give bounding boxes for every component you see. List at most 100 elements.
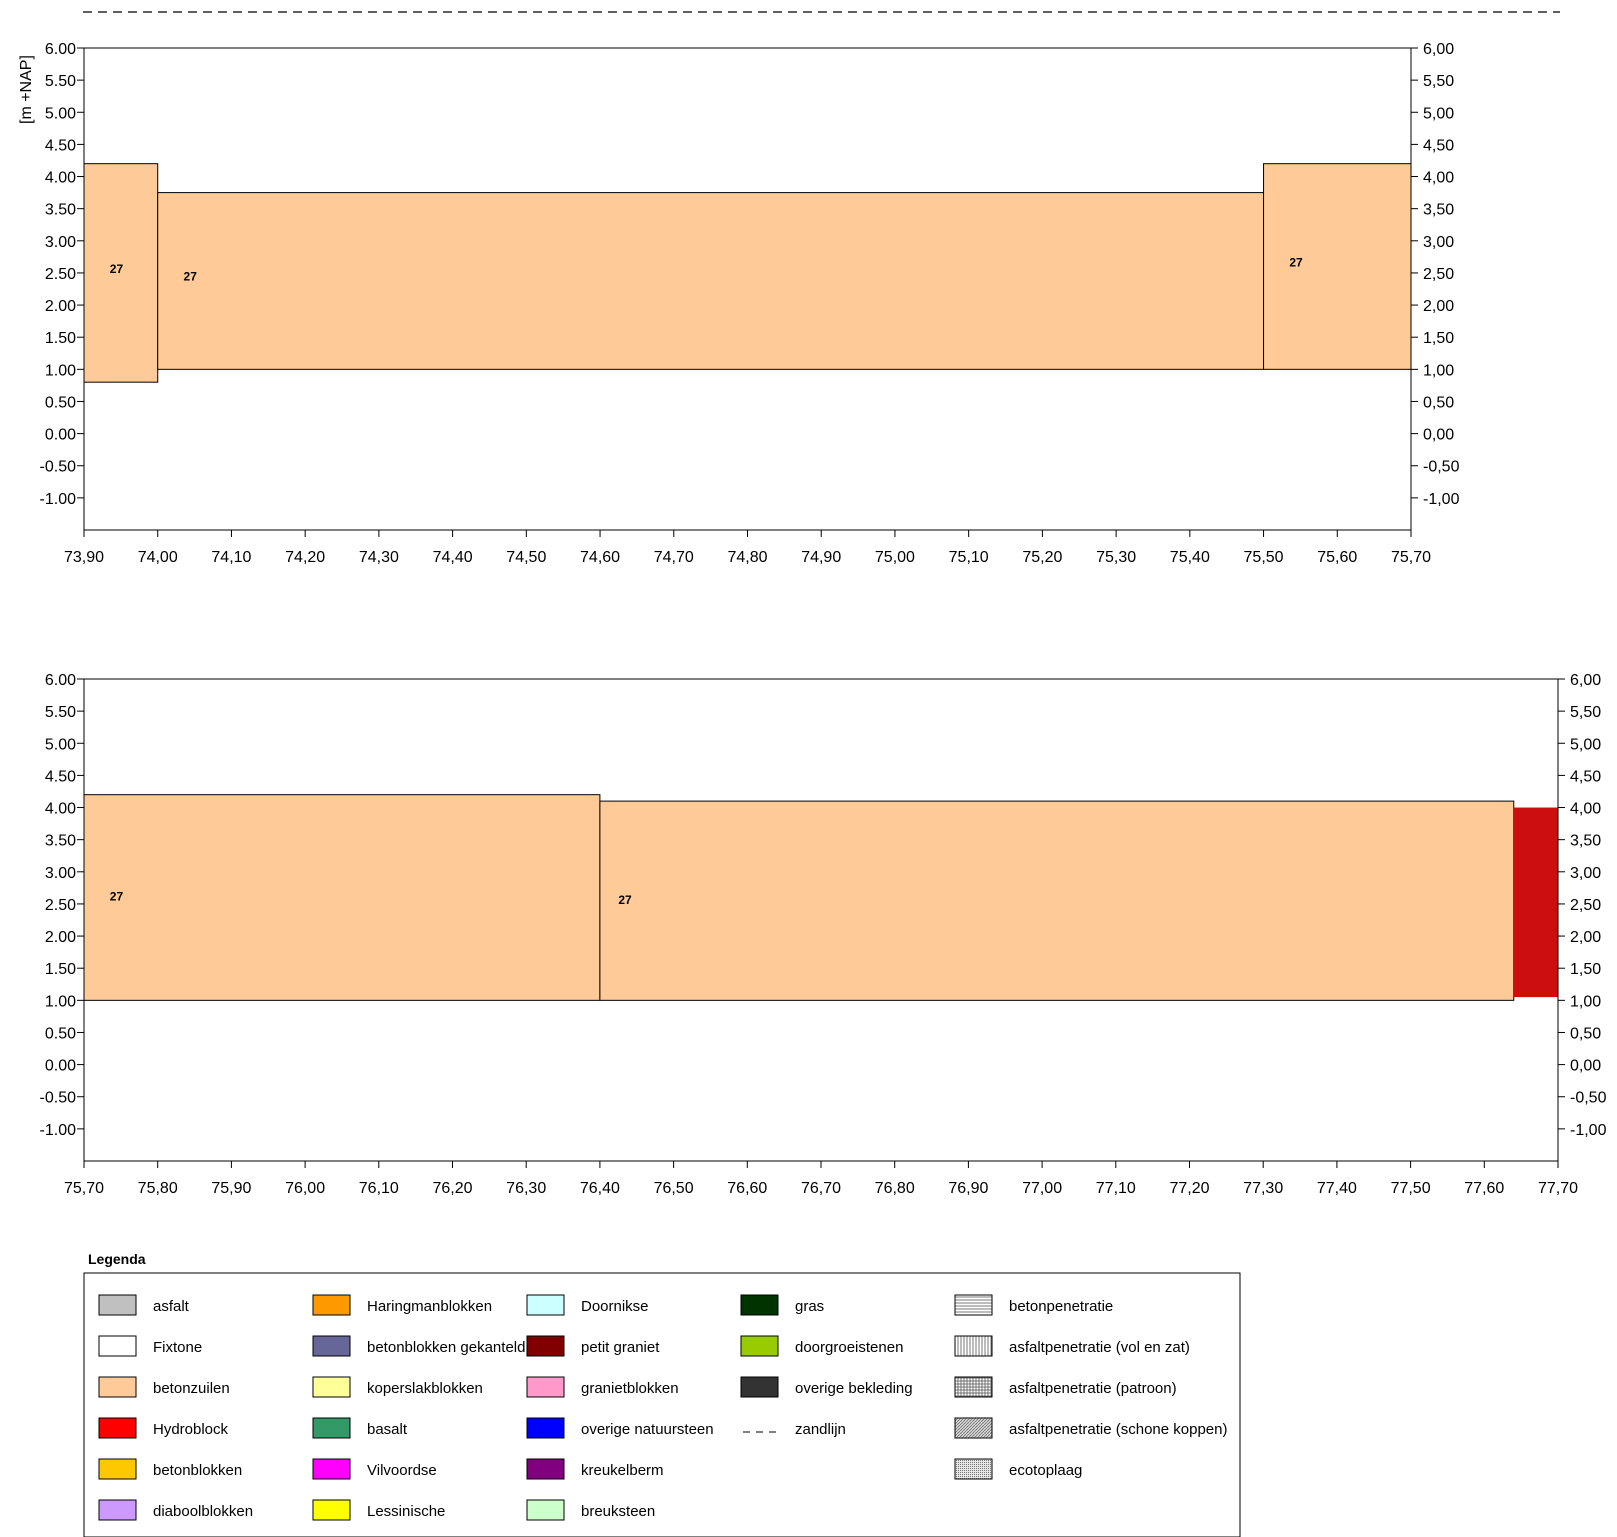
x-tick-label: 77,10 — [1096, 1180, 1136, 1197]
legend-label-breuksteen: breuksteen — [581, 1503, 655, 1520]
segment-betonzuilen — [599, 800, 1515, 1001]
legend-swatch-betonzuilen — [98, 1376, 137, 1398]
y-tick-label-right: -0,50 — [1570, 1090, 1607, 1107]
y-tick-label-left: 5.50 — [45, 73, 76, 90]
y-tick-label-left: 0.00 — [45, 427, 76, 444]
x-tick-label: 76,80 — [875, 1180, 915, 1197]
legend-items: asfalt Fixtone betonzuilen Hydroblock betonb… — [98, 1294, 1227, 1521]
x-tick-label: 76,20 — [432, 1180, 472, 1197]
y-tick-label-left: 2.00 — [45, 929, 76, 946]
y-tick-label-right: 1,00 — [1423, 362, 1454, 379]
y-tick-label-left: 4.50 — [45, 768, 76, 785]
x-tick-label: 74,80 — [727, 549, 767, 566]
legend-frame — [83, 1272, 1241, 1537]
legend-label-overige-bekleding: overige bekleding — [795, 1380, 913, 1397]
x-tick-label: 74,50 — [506, 549, 546, 566]
legend-swatch-breuksteen — [526, 1499, 565, 1521]
legend-label-gras: gras — [795, 1298, 824, 1315]
legend-swatch-petit-graniet — [526, 1335, 565, 1357]
legend-swatch-hydroblock — [98, 1417, 137, 1439]
y-tick-label-right: 5,00 — [1570, 736, 1601, 753]
chart-1: 27 27 27 6.00 5.50 5.00 4.50 4.00 3.50 3.00 2.50 2.… — [40, 41, 1460, 566]
legend-title: Legenda — [88, 1251, 146, 1267]
x-tick-label: 74,40 — [433, 549, 473, 566]
y-tick-label-right: 5,50 — [1570, 704, 1601, 721]
legend-swatch-kreukelberm — [526, 1458, 565, 1480]
y-tick-label-right: 3,50 — [1423, 202, 1454, 219]
legend-label-zandlijn: zandlijn — [795, 1421, 846, 1438]
y-tick-label-right: 2,50 — [1570, 897, 1601, 914]
legend-label-overige-natuursteen: overige natuursteen — [581, 1421, 714, 1438]
x-tick-label: 75,20 — [1022, 549, 1062, 566]
x-tick-label: 76,90 — [948, 1180, 988, 1197]
legend-swatch-gras — [740, 1294, 779, 1316]
x-tick-label: 73,90 — [64, 549, 104, 566]
y-tick-label-right: 6,00 — [1570, 672, 1601, 689]
legend-swatch-ecotoplaag — [954, 1458, 993, 1480]
x-tick-label: 75,90 — [211, 1180, 251, 1197]
legend-swatch-vilvoordse — [312, 1458, 351, 1480]
legend-label-diaboolblokken: diaboolblokken — [153, 1503, 253, 1520]
y-tick-label-right: 4,00 — [1570, 801, 1601, 818]
y-tick-label-right: 6,00 — [1423, 41, 1454, 58]
legend-swatch-asfalt — [98, 1294, 137, 1316]
y-tick-label-right: 0,00 — [1423, 427, 1454, 444]
y-tick-label-right: 2,00 — [1570, 929, 1601, 946]
x-tick-label: 74,90 — [801, 549, 841, 566]
legend-swatch-doornikse — [526, 1294, 565, 1316]
legend-label-doorgroeistenen: doorgroeistenen — [795, 1339, 903, 1356]
legend-label-haringmanblokken: Haringmanblokken — [367, 1298, 492, 1315]
legend-label-koperslakblokken: koperslakblokken — [367, 1380, 483, 1397]
legend-label-betonzuilen: betonzuilen — [153, 1380, 230, 1397]
y-tick-label-right: 5,00 — [1423, 105, 1454, 122]
x-tick-label: 77,20 — [1169, 1180, 1209, 1197]
y-tick-label-left: 1.00 — [45, 362, 76, 379]
x-tick-label: 74,10 — [211, 549, 251, 566]
x-tick-label: 76,50 — [654, 1180, 694, 1197]
y-tick-label-right: 1,50 — [1570, 961, 1601, 978]
y-tick-label-right: 3,00 — [1423, 234, 1454, 251]
y-tick-label-left: 4.00 — [45, 170, 76, 187]
y-tick-label-right: 2,00 — [1423, 298, 1454, 315]
y-tick-label-left: -0.50 — [40, 459, 77, 476]
y-tick-label-right: 4,00 — [1423, 170, 1454, 187]
y-tick-label-right: 3,00 — [1570, 865, 1601, 882]
y-tick-label-left: -1.00 — [40, 491, 77, 508]
x-tick-label: 76,30 — [506, 1180, 546, 1197]
x-tick-label: 76,10 — [359, 1180, 399, 1197]
legend-label-asfaltpenetratie-schone-koppen: asfaltpenetratie (schone koppen) — [1009, 1421, 1227, 1438]
y-tick-label-left: 3.50 — [45, 833, 76, 850]
segment-betonzuilen — [83, 163, 159, 383]
segment-betonzuilen — [1263, 163, 1412, 370]
y-tick-label-right: -0,50 — [1423, 459, 1460, 476]
x-tick-label: 74,20 — [285, 549, 325, 566]
y-tick-label-left: -1.00 — [40, 1122, 77, 1139]
y-tick-label-left: -0.50 — [40, 1090, 77, 1107]
legend-label-asfaltpenetratie-patroon: asfaltpenetratie (patroon) — [1009, 1380, 1177, 1397]
x-tick-label: 75,60 — [1317, 549, 1357, 566]
legend-swatch-betonblokken — [98, 1458, 137, 1480]
legend-label-ecotoplaag: ecotoplaag — [1009, 1462, 1082, 1479]
segment-betonzuilen — [157, 192, 1265, 370]
y-tick-label-right: 4,50 — [1570, 768, 1601, 785]
legend-swatch-doorgroeistenen — [740, 1335, 779, 1357]
x-tick-label: 76,00 — [285, 1180, 325, 1197]
y-tick-label-right: 3,50 — [1570, 833, 1601, 850]
segment-betonzuilen — [83, 794, 601, 1001]
x-tick-label: 74,70 — [654, 549, 694, 566]
y-tick-label-left: 3.00 — [45, 865, 76, 882]
chart-2: 27 27 6.00 5.50 5.00 4.50 4.00 3.50 3.00 2.50 2.00… — [40, 672, 1607, 1197]
legend-label-fixtone: Fixtone — [153, 1339, 202, 1356]
segment-label: 27 — [618, 893, 632, 907]
segment-hydroblock — [1513, 807, 1558, 998]
legend-label-kreukelberm: kreukelberm — [581, 1462, 664, 1479]
legend-label-asfaltpenetratie-vol-en-zat: asfaltpenetratie (vol en zat) — [1009, 1339, 1190, 1356]
y-tick-label-right: 5,50 — [1423, 73, 1454, 90]
segment-label: 27 — [110, 262, 124, 276]
x-tick-label: 76,70 — [801, 1180, 841, 1197]
y-tick-label-left: 6.00 — [45, 672, 76, 689]
y-tick-label-left: 5.00 — [45, 736, 76, 753]
y-tick-label-left: 2.50 — [45, 266, 76, 283]
legend-swatch-basalt — [312, 1417, 351, 1439]
x-tick-label: 75,10 — [949, 549, 989, 566]
